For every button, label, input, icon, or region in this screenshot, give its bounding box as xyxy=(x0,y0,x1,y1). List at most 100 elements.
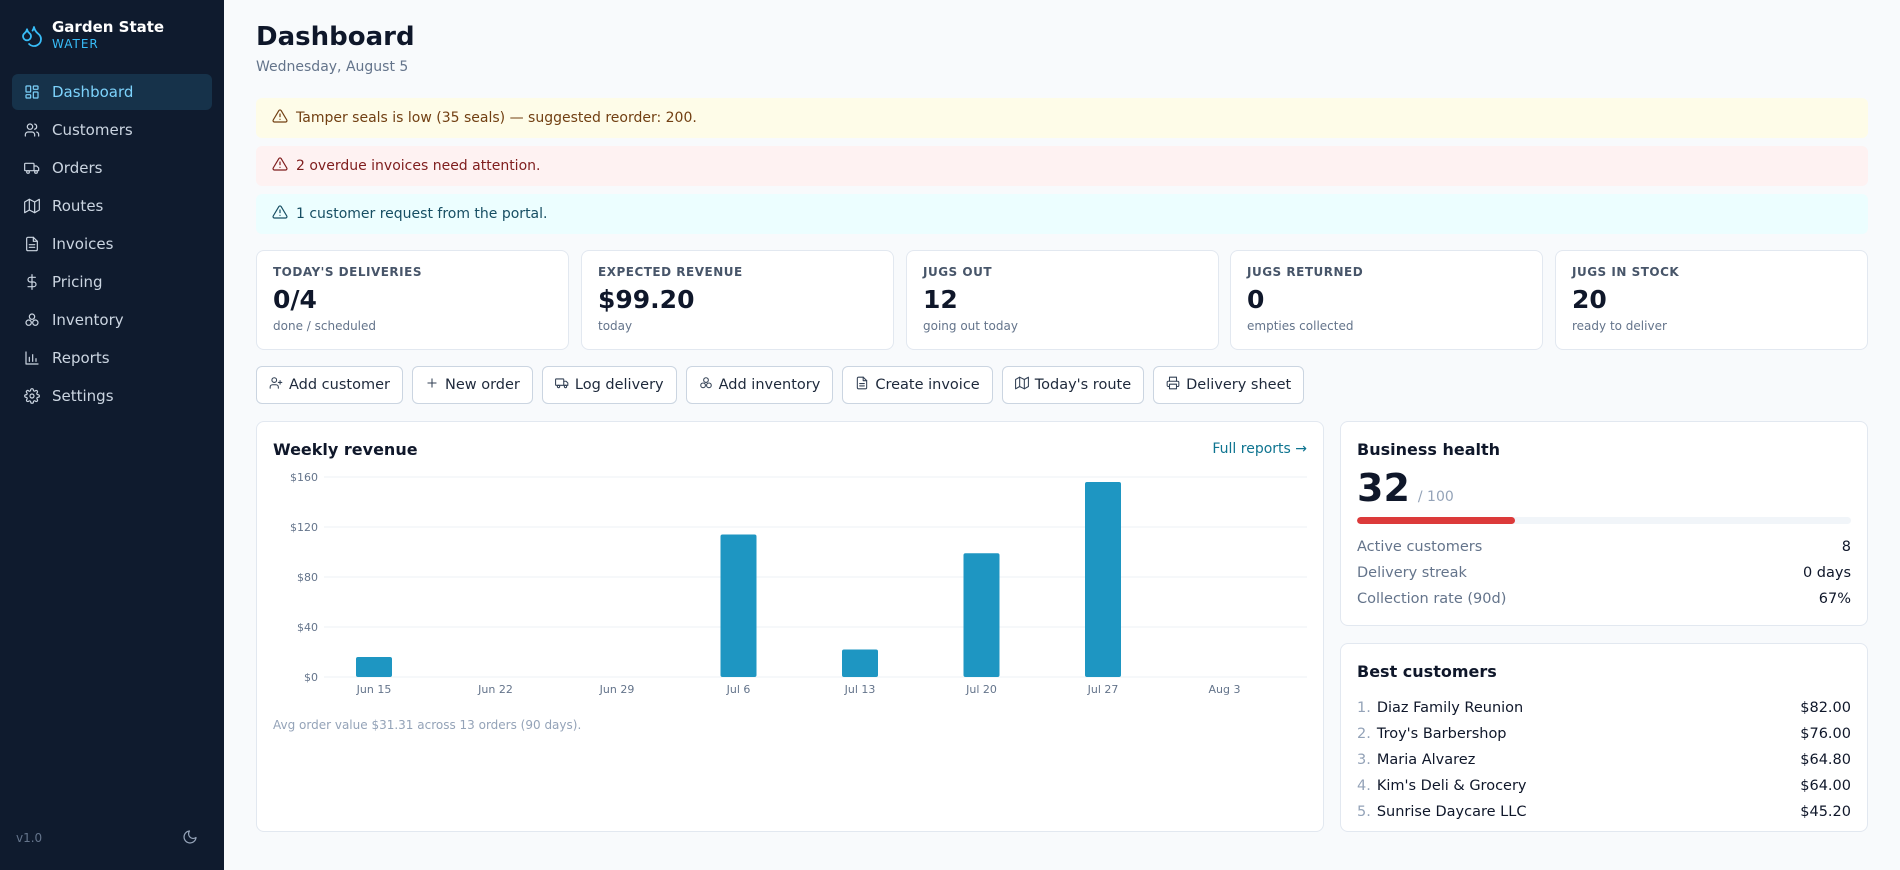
add-customer-button[interactable]: Add customer xyxy=(256,366,403,404)
stat-sub: ready to deliver xyxy=(1572,319,1667,333)
health-row-delivery-streak: Delivery streak 0 days xyxy=(1357,565,1851,581)
sidebar-item-routes[interactable]: Routes xyxy=(12,188,212,224)
water-drops-icon xyxy=(20,24,44,48)
weekly-revenue-chart: $0 $40 $80 $120 $160 Jun 15 Jun 22 Jun 29 Jul 6 J… xyxy=(290,471,1307,696)
x-tick-label: Jun 22 xyxy=(477,683,513,696)
score-max: / 100 xyxy=(1417,489,1454,505)
chart-bar[interactable] xyxy=(1085,482,1121,677)
health-row-value: 67% xyxy=(1818,591,1851,607)
bar-chart-icon xyxy=(24,350,40,366)
x-tick-label: Jul 27 xyxy=(1087,683,1119,696)
stat-jugs-in-stock: JUGS IN STOCK 20 ready to deliver xyxy=(1555,250,1868,350)
map-icon xyxy=(1014,376,1035,394)
boxes-icon xyxy=(24,312,40,328)
todays-route-button[interactable]: Today's route xyxy=(1001,366,1145,404)
version-label: v1.0 xyxy=(16,831,43,845)
sidebar-item-label: Routes xyxy=(52,197,104,215)
chart-bar[interactable] xyxy=(842,649,878,678)
customer-name: Kim's Deli & Grocery xyxy=(1376,778,1527,794)
stat-sub: done / scheduled xyxy=(273,319,377,333)
stat-todays-deliveries: TODAY'S DELIVERIES 0/4 done / scheduled xyxy=(256,250,569,350)
button-label: Add inventory xyxy=(718,377,821,393)
file-icon xyxy=(855,376,875,394)
warning-icon xyxy=(272,204,296,224)
alert-text: Tamper seals is low (35 seals) — suggest… xyxy=(296,110,697,126)
sidebar-item-pricing[interactable]: Pricing xyxy=(12,264,212,300)
stat-sub: going out today xyxy=(923,319,1018,333)
log-delivery-button[interactable]: Log delivery xyxy=(541,366,677,404)
customer-value: $64.00 xyxy=(1800,778,1851,794)
y-tick-label: $80 xyxy=(297,571,318,584)
alert-portal-request[interactable]: 1 customer request from the portal. xyxy=(256,194,1868,234)
theme-toggle-button[interactable] xyxy=(182,829,200,847)
list-item[interactable]: 4. Kim's Deli & Grocery $64.00 xyxy=(1357,778,1851,794)
alert-text: 2 overdue invoices need attention. xyxy=(296,158,541,174)
warning-icon xyxy=(272,108,296,128)
sidebar-item-orders[interactable]: Orders xyxy=(12,150,212,186)
brand[interactable]: Garden State WATER xyxy=(20,18,164,52)
dashboard-icon xyxy=(24,84,40,100)
alert-low-stock[interactable]: Tamper seals is low (35 seals) — suggest… xyxy=(256,98,1868,138)
printer-icon xyxy=(1166,376,1186,394)
button-label: Create invoice xyxy=(875,377,980,393)
health-row-collection-rate: Collection rate (90d) 67% xyxy=(1357,591,1851,607)
new-order-button[interactable]: New order xyxy=(411,366,533,404)
page-title: Dashboard xyxy=(256,22,415,52)
sidebar-item-label: Inventory xyxy=(52,311,124,329)
brand-sub: WATER xyxy=(52,37,99,51)
x-tick-label: Jul 13 xyxy=(844,683,876,696)
rank: 5. xyxy=(1357,804,1371,820)
truck-icon xyxy=(554,376,575,394)
stat-value: 0/4 xyxy=(273,285,317,314)
chart-bar[interactable] xyxy=(356,657,392,677)
stat-label: JUGS OUT xyxy=(923,265,993,279)
warning-icon xyxy=(272,156,296,176)
score-bar xyxy=(1357,517,1851,524)
sidebar-item-reports[interactable]: Reports xyxy=(12,340,212,376)
file-icon xyxy=(24,236,40,252)
delivery-sheet-button[interactable]: Delivery sheet xyxy=(1153,366,1305,404)
health-row-label: Delivery streak xyxy=(1357,565,1467,581)
full-reports-link[interactable]: Full reports → xyxy=(1212,441,1307,457)
sidebar-item-label: Pricing xyxy=(52,273,103,291)
score-value: 32 xyxy=(1357,466,1410,510)
add-inventory-button[interactable]: Add inventory xyxy=(685,366,834,404)
score-fill xyxy=(1357,517,1516,524)
y-tick-label: $160 xyxy=(290,471,318,484)
alert-text: 1 customer request from the portal. xyxy=(296,206,548,222)
list-item[interactable]: 5. Sunrise Daycare LLC $45.20 xyxy=(1357,804,1851,820)
health-score: 32 / 100 xyxy=(1357,466,1454,510)
map-icon xyxy=(24,198,40,214)
sidebar-item-settings[interactable]: Settings xyxy=(12,378,212,414)
sidebar-item-label: Invoices xyxy=(52,235,114,253)
chart-bar[interactable] xyxy=(720,534,757,678)
sidebar-item-customers[interactable]: Customers xyxy=(12,112,212,148)
create-invoice-button[interactable]: Create invoice xyxy=(842,366,993,404)
x-tick-label: Jun 15 xyxy=(356,683,392,696)
truck-icon xyxy=(24,160,40,176)
list-item[interactable]: 2. Troy's Barbershop $76.00 xyxy=(1357,726,1851,742)
chart-bar[interactable] xyxy=(963,553,1000,677)
customer-value: $76.00 xyxy=(1800,726,1851,742)
stat-label: TODAY'S DELIVERIES xyxy=(273,265,422,279)
list-item[interactable]: 1. Diaz Family Reunion $82.00 xyxy=(1357,700,1851,716)
button-label: Delivery sheet xyxy=(1186,377,1292,393)
sidebar-item-invoices[interactable]: Invoices xyxy=(12,226,212,262)
x-tick-label: Aug 3 xyxy=(1209,683,1241,696)
sidebar-item-inventory[interactable]: Inventory xyxy=(12,302,212,338)
alert-overdue-invoices[interactable]: 2 overdue invoices need attention. xyxy=(256,146,1868,186)
stat-value: 20 xyxy=(1572,285,1607,314)
sidebar-item-dashboard[interactable]: Dashboard xyxy=(12,74,212,110)
sidebar-item-label: Customers xyxy=(52,121,133,139)
list-item[interactable]: 3. Maria Alvarez $64.80 xyxy=(1357,752,1851,768)
sidebar: Garden State WATER Dashboard Customers O… xyxy=(0,0,224,870)
health-row-label: Active customers xyxy=(1357,539,1483,555)
best-customers-card: Best customers 1. Diaz Family Reunion $82… xyxy=(1340,643,1868,832)
y-tick-label: $40 xyxy=(297,621,318,634)
page-date: Wednesday, August 5 xyxy=(256,59,409,75)
sidebar-item-label: Reports xyxy=(52,349,110,367)
stat-sub: today xyxy=(598,319,633,333)
customer-name: Diaz Family Reunion xyxy=(1376,700,1524,716)
customer-value: $64.80 xyxy=(1800,752,1851,768)
health-row-value: 0 days xyxy=(1802,565,1851,581)
